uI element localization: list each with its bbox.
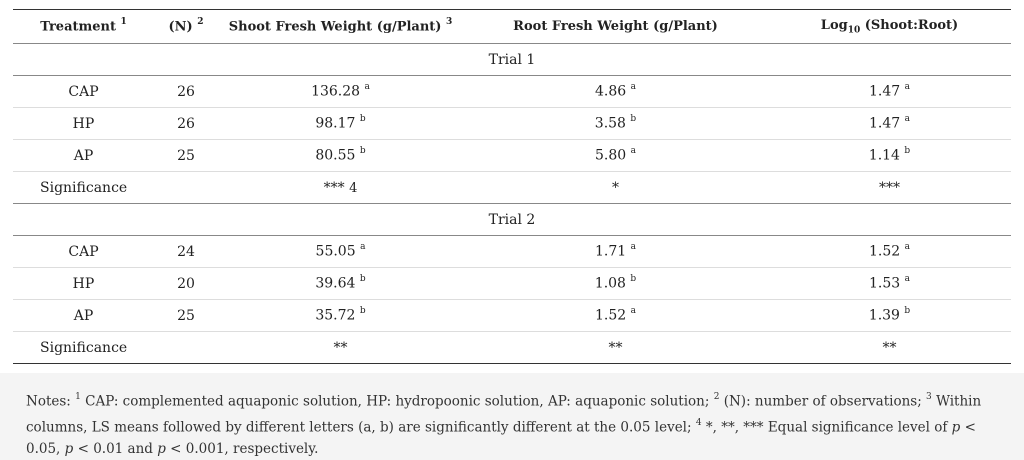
root-sig-cell: *: [463, 171, 768, 204]
log-cell: 1.47 a: [768, 107, 1011, 140]
n-cell: 26: [154, 75, 218, 108]
root-cell: 4.86 a: [463, 75, 768, 108]
n-cell: 26: [154, 107, 218, 140]
table-row: AP 25 80.55 b 5.80 a 1.14 b: [13, 139, 1011, 172]
treatment-cell: HP: [13, 107, 154, 140]
root-cell: 1.52 a: [463, 299, 768, 332]
root-cell: 1.71 a: [463, 235, 768, 268]
treatment-cell: AP: [13, 139, 154, 172]
shoot-cell: 136.28 a: [218, 75, 463, 108]
significance-row: Significance *** 4 * ***: [13, 171, 1011, 204]
log-cell: 1.47 a: [768, 75, 1011, 108]
trial2-label-row: Trial 2: [13, 203, 1011, 236]
header-treatment: Treatment 1: [13, 9, 154, 44]
treatment-cell: HP: [13, 267, 154, 300]
trial1-label: Trial 1: [13, 43, 1011, 76]
treatment-cell: CAP: [13, 75, 154, 108]
log-cell: 1.39 b: [768, 299, 1011, 332]
log-sig-cell: **: [768, 331, 1011, 364]
header-log-ratio: Log10 (Shoot:Root): [768, 9, 1011, 44]
header-row: Treatment 1 (N) 2 Shoot Fresh Weight (g/…: [13, 9, 1011, 44]
n-cell: 24: [154, 235, 218, 268]
table-row: CAP 24 55.05 a 1.71 a 1.52 a: [13, 235, 1011, 268]
trial1-label-row: Trial 1: [13, 43, 1011, 76]
header-shoot-weight: Shoot Fresh Weight (g/Plant) 3: [218, 9, 463, 44]
log-cell: 1.52 a: [768, 235, 1011, 268]
root-cell: 5.80 a: [463, 139, 768, 172]
shoot-cell: 35.72 b: [218, 299, 463, 332]
header-n: (N) 2: [154, 9, 218, 44]
log-sig-cell: ***: [768, 171, 1011, 204]
root-cell: 1.08 b: [463, 267, 768, 300]
log-cell: 1.53 a: [768, 267, 1011, 300]
n-cell: 20: [154, 267, 218, 300]
table-row: HP 20 39.64 b 1.08 b 1.53 a: [13, 267, 1011, 300]
shoot-cell: 55.05 a: [218, 235, 463, 268]
treatment-cell: CAP: [13, 235, 154, 268]
log-cell: 1.14 b: [768, 139, 1011, 172]
n-cell: [154, 331, 218, 364]
n-cell: [154, 171, 218, 204]
shoot-sig-cell: *** 4: [218, 171, 463, 204]
shoot-sig-cell: **: [218, 331, 463, 364]
significance-row: Significance ** ** **: [13, 331, 1011, 364]
treatment-cell: AP: [13, 299, 154, 332]
table-row: HP 26 98.17 b 3.58 b 1.47 a: [13, 107, 1011, 140]
header-root-weight: Root Fresh Weight (g/Plant): [463, 9, 768, 44]
root-cell: 3.58 b: [463, 107, 768, 140]
root-sig-cell: **: [463, 331, 768, 364]
significance-label: Significance: [13, 171, 154, 204]
trial2-label: Trial 2: [13, 203, 1011, 236]
shoot-cell: 80.55 b: [218, 139, 463, 172]
table-row: CAP 26 136.28 a 4.86 a 1.47 a: [13, 75, 1011, 108]
table-panel: Treatment 1 (N) 2 Shoot Fresh Weight (g/…: [0, 0, 1024, 373]
n-cell: 25: [154, 299, 218, 332]
significance-label: Significance: [13, 331, 154, 364]
n-cell: 25: [154, 139, 218, 172]
shoot-cell: 39.64 b: [218, 267, 463, 300]
shoot-cell: 98.17 b: [218, 107, 463, 140]
results-table: Treatment 1 (N) 2 Shoot Fresh Weight (g/…: [13, 9, 1011, 364]
table-notes: Notes: 1 CAP: complemented aquaponic sol…: [26, 392, 982, 457]
table-row: AP 25 35.72 b 1.52 a 1.39 b: [13, 299, 1011, 332]
